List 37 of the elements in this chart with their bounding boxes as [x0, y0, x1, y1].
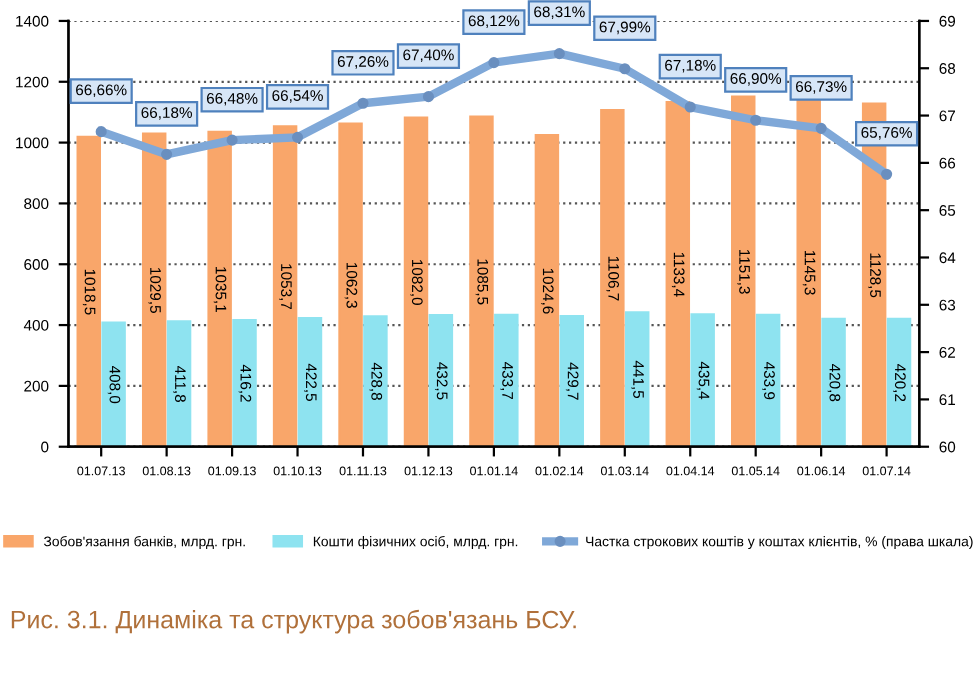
- point: [684, 101, 696, 113]
- point: [161, 148, 173, 160]
- bar: [665, 100, 691, 447]
- bar: [494, 313, 519, 447]
- bar: [403, 116, 429, 447]
- bar: [101, 321, 126, 447]
- bar: [297, 317, 323, 447]
- point: [291, 131, 304, 143]
- bar: [338, 122, 363, 447]
- point: [488, 57, 500, 69]
- bar: [755, 313, 781, 447]
- point: [553, 48, 565, 60]
- bar: [600, 109, 625, 447]
- bar: [886, 317, 912, 447]
- bar: [76, 135, 101, 447]
- bar: [624, 311, 650, 447]
- point: [357, 97, 369, 109]
- text: Рис. 3.1. Динаміка та структура зобов'язань БСУ.: [11, 609, 576, 634]
- bar: [821, 317, 846, 447]
- bar: [141, 132, 167, 447]
- bar: [690, 313, 715, 447]
- bar: [232, 319, 257, 447]
- bar: [428, 314, 454, 447]
- bar: [469, 115, 494, 447]
- point: [226, 134, 238, 146]
- point: [750, 114, 762, 126]
- bar: [363, 315, 388, 447]
- point: [422, 91, 434, 103]
- point: [619, 63, 631, 75]
- point: [815, 122, 827, 134]
- point: [881, 168, 893, 180]
- bar: [559, 314, 585, 447]
- bar: [534, 134, 560, 447]
- bar: [166, 320, 192, 447]
- bar: [207, 130, 232, 447]
- point: [95, 126, 107, 138]
- bar: [272, 125, 298, 447]
